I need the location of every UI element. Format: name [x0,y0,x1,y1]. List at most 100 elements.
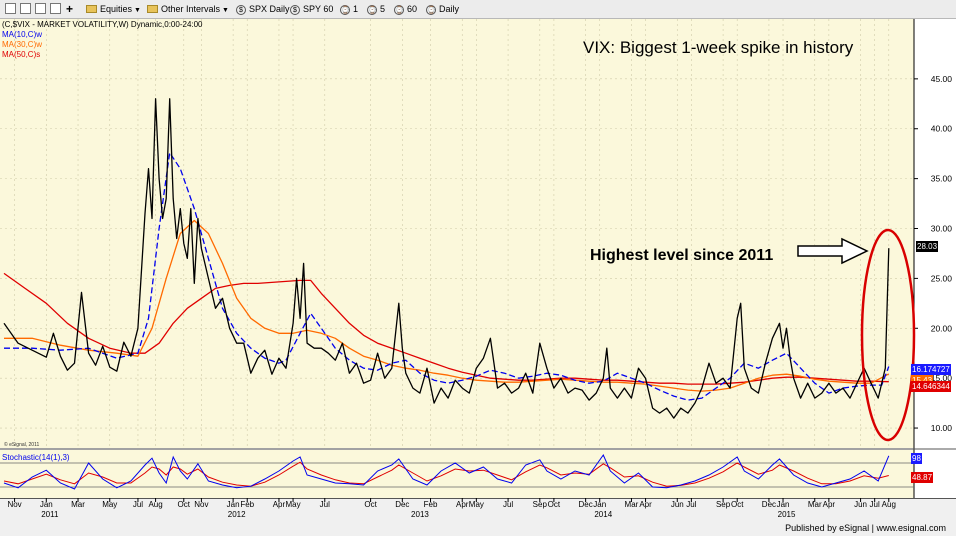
y-tick-label: 45.00 [931,74,953,84]
x-month-label: Jul [503,500,513,509]
x-month-label: Dec [579,500,593,509]
x-month-label: Mar [625,500,639,509]
y-ticks: 45.00 40.00 35.00 30.00 25.00 20.00 15.00 10.00 [914,74,952,433]
x-month-label: Jan [40,500,53,509]
x-month-label: Dec [395,500,409,509]
x-month-label: Jan [777,500,790,509]
caret-down-icon: ▼ [222,7,229,14]
callout-text: Highest level since 2011 [590,247,773,264]
spx-daily-button[interactable]: $ SPX Daily [236,2,290,16]
series-layer [3,98,890,419]
toolbar: + Equities ▼ Other Intervals ▼ $ SPX Daily … [0,0,956,19]
stochastic-layer [0,453,914,490]
interval-60-button[interactable]: ⌚ 60 [394,4,418,15]
x-month-label: Apr [823,500,836,509]
ma30-value-tag: 15.43 [911,375,934,386]
stochastic-k-tag: 98 [911,453,922,464]
grid-icon[interactable] [35,3,46,14]
folder-icon [86,5,97,13]
add-icon[interactable]: + [66,2,74,16]
x-month-label: Mar [71,500,85,509]
x-month-label: Feb [240,500,254,509]
symbol-icon: $ [236,5,246,15]
x-year-label: 2013 [411,510,429,519]
chart-window-icon[interactable] [5,3,16,14]
y-tick-label: 35.00 [931,174,953,184]
x-year-label: 2014 [594,510,612,519]
x-month-label: Jan [593,500,606,509]
esignal-watermark: © eSignal, 2011 [4,441,40,448]
y-tick-label: 25.00 [931,273,953,283]
x-month-label: Aug [882,500,896,509]
equities-menu[interactable]: Equities ▼ [86,2,141,16]
folder-icon [147,5,158,13]
x-month-label: Jul [686,500,696,509]
y-tick-label: 20.00 [931,323,953,333]
x-year-label: 2011 [41,510,59,519]
x-month-label: Oct [548,500,561,509]
copy-icon[interactable] [50,3,61,14]
daily-button[interactable]: ⌚ Daily [426,4,460,15]
clock-icon: ⌚ [394,5,404,15]
x-month-label: Apr [456,500,469,509]
spike-highlight-circle [860,228,916,442]
chart-header-title: (C,$VIX - MARKET VOLATILITY,W) Dynamic,0… [2,20,203,29]
x-month-label: Oct [731,500,744,509]
x-month-label: Sep [716,500,731,509]
y-tick-label: 10.00 [931,423,953,433]
x-month-label: May [102,500,117,509]
vix-chart: 45.00 40.00 35.00 30.00 25.00 20.00 15.00 10.00… [0,19,956,519]
ma50-value-tag: 14.646344 [911,381,951,392]
y-tick-label: 30.00 [931,224,953,234]
clock-icon: ⌚ [340,5,350,15]
x-month-label: Dec [762,500,776,509]
chart-annotation-title: VIX: Biggest 1-week spike in history [583,38,854,57]
x-month-label: Nov [7,500,21,509]
x-month-label: Jul [320,500,330,509]
x-month-label: Sep [533,500,548,509]
x-month-label: May [285,500,300,509]
symbol-icon: $ [290,5,300,15]
callout-arrow [797,237,869,265]
x-month-label: Jul [870,500,880,509]
x-month-label: May [469,500,484,509]
x-year-label: 2012 [228,510,246,519]
clock-icon: ⌚ [426,5,436,15]
x-month-label: Nov [194,500,208,509]
page-icon[interactable] [20,3,31,14]
x-month-label: Oct [178,500,191,509]
stochastic-k-line [3,453,890,490]
y-tick-label: 15.00 [931,373,953,383]
interval-5-button[interactable]: ⌚ 5 [367,4,386,15]
x-month-label: Jun [671,500,684,509]
x-month-label: Jan [227,500,240,509]
y-axis-panel [914,19,956,498]
x-month-label: Aug [148,500,162,509]
x-ticks: Nov Jan Mar May Jul Aug Oct Nov Jan Feb Apr May Jul O… [7,498,896,519]
series-line-vix-weekly-close [3,98,890,419]
x-month-label: Jun [854,500,867,509]
spy60-button[interactable]: $ SPY 60 [290,2,333,16]
price-plot-background [0,19,914,448]
published-by-text: Published by eSignal | www.esignal.com [785,523,946,533]
stochastic-d-tag: 48.87 [911,472,934,483]
footer: Published by eSignal | www.esignal.com [0,521,956,536]
legend-ma50: MA(50,C)s [2,50,41,59]
x-month-label: Feb [424,500,438,509]
x-month-label: Apr [639,500,652,509]
interval-1-button[interactable]: ⌚ 1 [340,4,359,15]
y-tick-label: 40.00 [931,124,953,134]
stochastic-label: Stochastic(14(1),3) [2,453,70,462]
ma10-value-tag: 16.174727 [911,364,951,375]
last-price-tag: 28.03 [916,241,939,252]
legend-ma30: MA(30,C)w [2,40,43,49]
x-month-label: Apr [273,500,286,509]
x-month-label: Mar [808,500,822,509]
series-line-ma-10-c-w [4,152,890,401]
caret-down-icon: ▼ [134,7,141,14]
legend-ma10: MA(10,C)w [2,30,43,39]
other-intervals-menu[interactable]: Other Intervals ▼ [147,2,229,16]
clock-icon: ⌚ [367,5,377,15]
x-month-label: Oct [364,500,377,509]
series-line-ma-50-c-s [3,272,889,385]
